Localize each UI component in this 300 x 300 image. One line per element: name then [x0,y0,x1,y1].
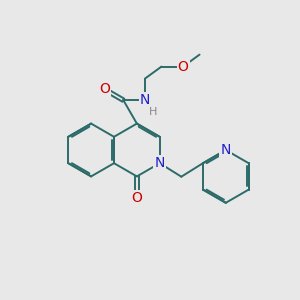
Text: N: N [154,156,165,170]
Text: O: O [131,191,142,205]
Text: N: N [220,143,231,157]
Text: O: O [178,60,188,74]
Text: N: N [140,93,150,107]
Text: H: H [149,106,158,117]
Text: O: O [99,82,110,96]
